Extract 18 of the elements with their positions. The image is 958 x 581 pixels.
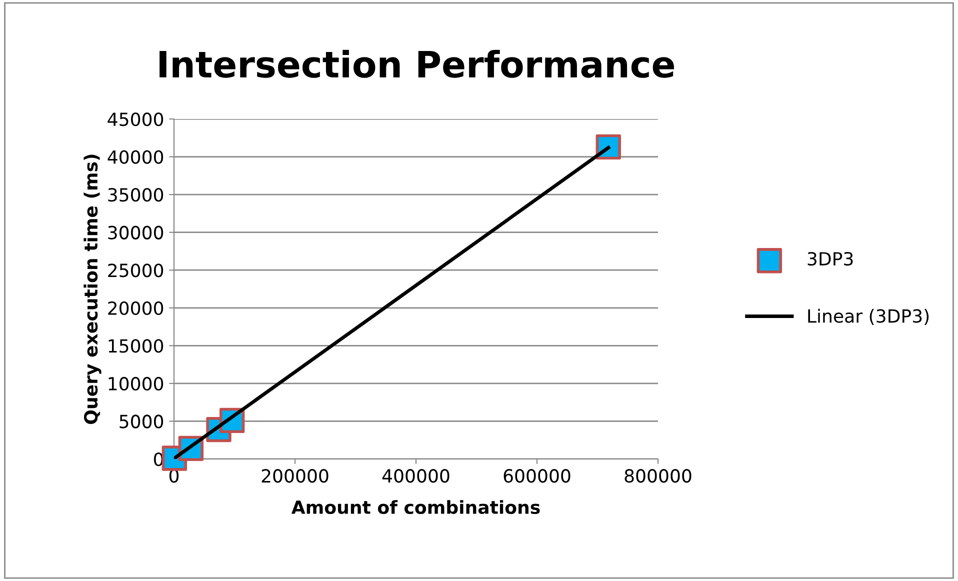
y-tick-label: 40000: [108, 150, 164, 164]
x-tick-label: 200000: [262, 469, 328, 483]
y-tick-label: 10000: [108, 376, 164, 391]
x-tick-label: 400000: [382, 469, 450, 483]
y-tick-label: 35000: [108, 188, 164, 202]
y-axis-title: Query execution time (ms): [84, 154, 102, 424]
x-axis-title: Amount of combinations: [291, 500, 540, 514]
x-tick-label: 600000: [504, 469, 570, 483]
y-tick-label: 5000: [120, 414, 164, 428]
legend-label: Linear (3DP3): [808, 308, 929, 325]
y-tick-label: 25000: [108, 264, 164, 278]
y-tick-label: 15000: [108, 339, 164, 353]
y-tick-label: 20000: [108, 301, 164, 316]
x-tick-label: 800000: [624, 469, 692, 483]
chart-title: Intersection Performance: [160, 50, 674, 78]
y-tick-label: 45000: [108, 112, 164, 126]
legend-label: 3DP3: [808, 252, 853, 266]
y-tick-label: 30000: [108, 226, 164, 240]
